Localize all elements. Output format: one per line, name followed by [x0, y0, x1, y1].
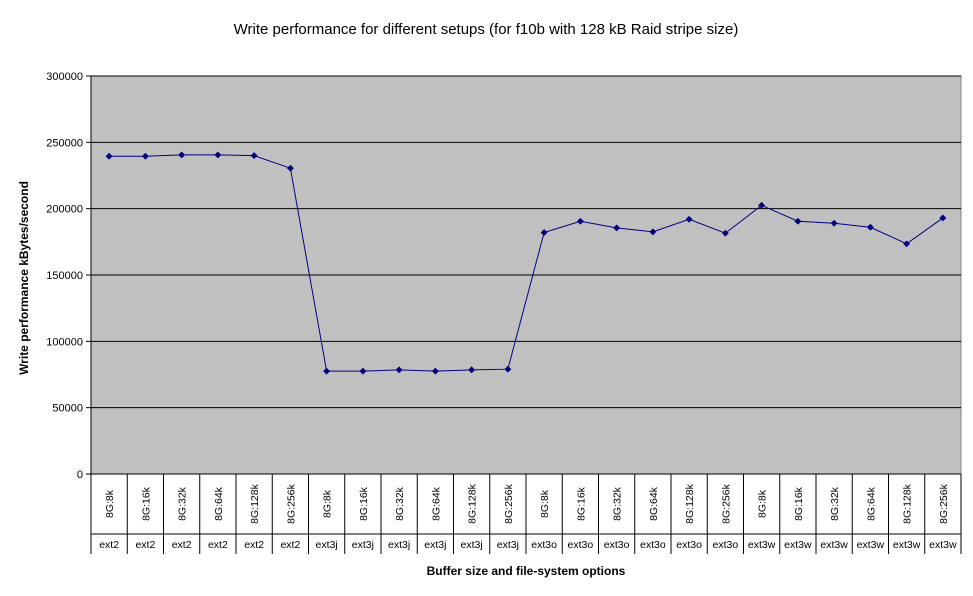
- y-tick-label: 50000: [52, 403, 83, 415]
- x-tick-label-buffer: 8G:128k: [902, 483, 914, 523]
- data-point: [903, 240, 911, 248]
- x-tick-label-fs: ext3o: [640, 539, 666, 551]
- x-tick-label-buffer: 8G:16k: [575, 486, 587, 521]
- data-point: [758, 201, 766, 209]
- data-point: [576, 217, 584, 225]
- x-tick-label-fs: ext3j: [316, 539, 338, 551]
- x-tick-label-fs: ext3o: [676, 539, 702, 551]
- x-tick-label-buffer: 8G:32k: [177, 486, 189, 521]
- data-point: [395, 366, 403, 374]
- x-axis: 8G:8k ext2 8G:16k ext2 8G:32k ext2 8G:64k ext2 8…: [90, 473, 962, 554]
- chart-title: Write performance for different setups (…: [234, 21, 739, 38]
- x-tick-label-fs: ext3j: [424, 539, 446, 551]
- data-point: [323, 367, 331, 375]
- x-tick-label-fs: ext3j: [352, 539, 374, 551]
- data-point: [685, 215, 693, 223]
- y-tick-label: 300000: [46, 71, 83, 83]
- data-point: [250, 152, 258, 160]
- x-tick-label-buffer: 8G:256k: [503, 483, 515, 523]
- data-point: [504, 365, 512, 373]
- x-tick-label-fs: ext2: [172, 539, 192, 551]
- x-tick-label-fs: ext3o: [604, 539, 630, 551]
- data-point: [468, 366, 476, 374]
- x-tick-label-buffer: 8G:64k: [865, 486, 877, 521]
- x-tick-label-buffer: 8G:64k: [430, 486, 442, 521]
- gridlines: [91, 75, 961, 409]
- y-axis: 0 50000 100000 150000 200000 250000 300000: [46, 71, 92, 481]
- x-tick-label-fs: ext3o: [531, 539, 557, 551]
- x-tick-label-buffer: 8G:256k: [720, 483, 732, 523]
- x-tick-label-fs: ext3o: [713, 539, 739, 551]
- y-tick-label: 200000: [46, 204, 83, 216]
- x-tick-label-fs: ext2: [280, 539, 300, 551]
- series-line: [109, 154, 944, 372]
- y-axis-title: Write performance kBytes/second: [17, 181, 31, 375]
- x-tick-label-buffer: 8G:8k: [104, 489, 116, 518]
- x-tick-label-fs: ext3w: [820, 539, 848, 551]
- x-tick-label-fs: ext2: [135, 539, 155, 551]
- x-tick-label-fs: ext3w: [748, 539, 776, 551]
- x-tick-label-fs: ext3o: [568, 539, 594, 551]
- x-tick-label-fs: ext3w: [929, 539, 957, 551]
- x-tick-label-fs: ext2: [208, 539, 228, 551]
- data-point: [178, 151, 186, 159]
- data-point: [105, 152, 113, 160]
- x-tick-label-fs: ext3j: [497, 539, 519, 551]
- data-point: [649, 228, 657, 236]
- x-tick-label-fs: ext3j: [461, 539, 483, 551]
- data-point: [794, 217, 802, 225]
- x-tick-label-buffer: 8G:16k: [140, 486, 152, 521]
- x-tick-label-buffer: 8G:256k: [285, 483, 297, 523]
- x-tick-label-fs: ext2: [99, 539, 119, 551]
- x-tick-label-fs: ext3w: [893, 539, 921, 551]
- x-tick-label-buffer: 8G:8k: [322, 489, 334, 518]
- x-tick-label-buffer: 8G:32k: [612, 486, 624, 521]
- x-axis-title: Buffer size and file-system options: [427, 564, 626, 578]
- data-point: [721, 229, 729, 237]
- x-tick-label-buffer: 8G:16k: [793, 486, 805, 521]
- x-tick-label-buffer: 8G:8k: [757, 489, 769, 518]
- x-tick-label-buffer: 8G:256k: [938, 483, 950, 523]
- x-tick-label-buffer: 8G:128k: [249, 483, 261, 523]
- data-point: [431, 367, 439, 375]
- data-point: [830, 219, 838, 227]
- x-tick-label-fs: ext3w: [784, 539, 812, 551]
- x-tick-label-fs: ext3w: [857, 539, 885, 551]
- data-point: [141, 152, 149, 160]
- y-tick-label: 0: [77, 469, 83, 481]
- y-tick-label: 250000: [46, 137, 83, 149]
- data-point: [866, 223, 874, 231]
- x-tick-label-fs: ext3j: [388, 539, 410, 551]
- x-tick-label-buffer: 8G:16k: [358, 486, 370, 521]
- data-point: [939, 214, 947, 222]
- x-tick-label-buffer: 8G:64k: [213, 486, 225, 521]
- x-tick-label-buffer: 8G:8k: [539, 489, 551, 518]
- x-tick-label-buffer: 8G:128k: [467, 483, 479, 523]
- data-point: [214, 151, 222, 159]
- x-tick-label-fs: ext2: [244, 539, 264, 551]
- data-point: [286, 164, 294, 172]
- x-tick-label-buffer: 8G:64k: [648, 486, 660, 521]
- y-tick-label: 150000: [46, 270, 83, 282]
- x-tick-label-buffer: 8G:32k: [829, 486, 841, 521]
- data-point: [613, 224, 621, 232]
- data-point: [540, 228, 548, 237]
- data-point: [359, 367, 367, 375]
- series: [105, 151, 947, 375]
- x-tick-label-buffer: 8G:32k: [394, 486, 406, 521]
- x-tick-label-buffer: 8G:128k: [684, 483, 696, 523]
- y-tick-label: 100000: [46, 336, 83, 348]
